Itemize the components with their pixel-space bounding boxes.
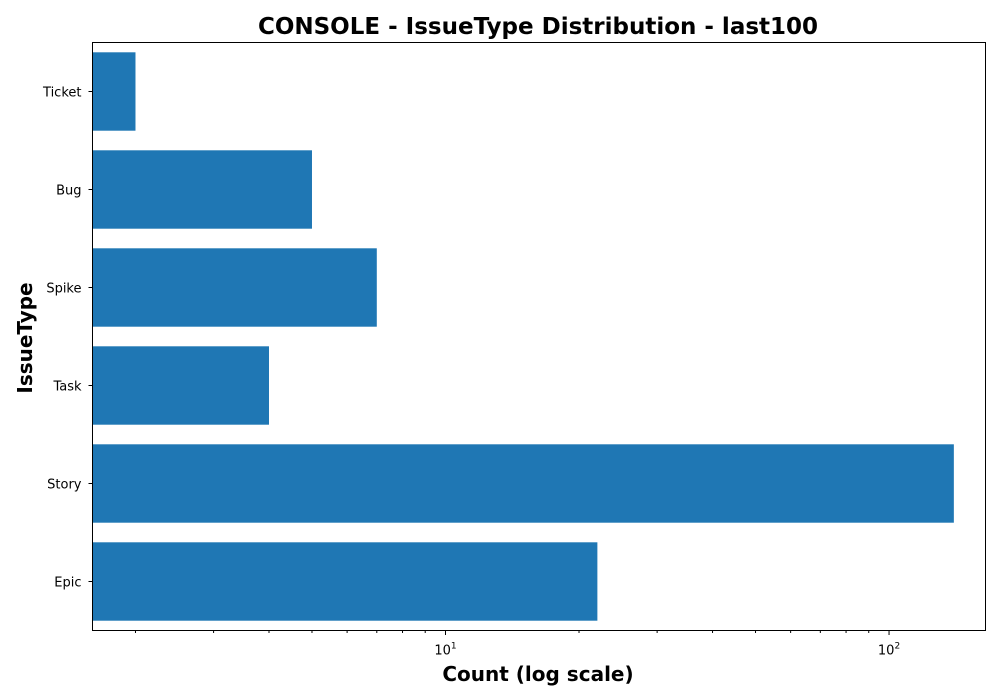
y-axis-label: IssueType (13, 282, 37, 393)
x-tick-label: 102 (878, 642, 900, 659)
y-tick-label-bug: Bug (56, 184, 81, 199)
y-tick-label-spike: Spike (46, 282, 81, 297)
chart-title: CONSOLE - IssueType Distribution - last1… (258, 14, 818, 40)
axes-layer: Epic Story Task Spike Bug Ticket 101 102 (42, 86, 900, 659)
bars-layer (92, 52, 954, 621)
x-tick-label: 101 (434, 642, 456, 659)
bar-story (92, 444, 954, 523)
bar-ticket (92, 52, 136, 131)
plot-frame (92, 42, 986, 631)
y-tick-label-story: Story (47, 478, 82, 493)
x-axis-label: Count (log scale) (442, 662, 633, 686)
bar-epic (92, 542, 598, 621)
bar-spike (92, 248, 377, 327)
bar-bug (92, 150, 312, 229)
y-tick-label-ticket: Ticket (42, 86, 81, 101)
bar-task (92, 346, 270, 425)
y-tick-label-epic: Epic (54, 576, 81, 591)
y-tick-label-task: Task (52, 380, 82, 395)
